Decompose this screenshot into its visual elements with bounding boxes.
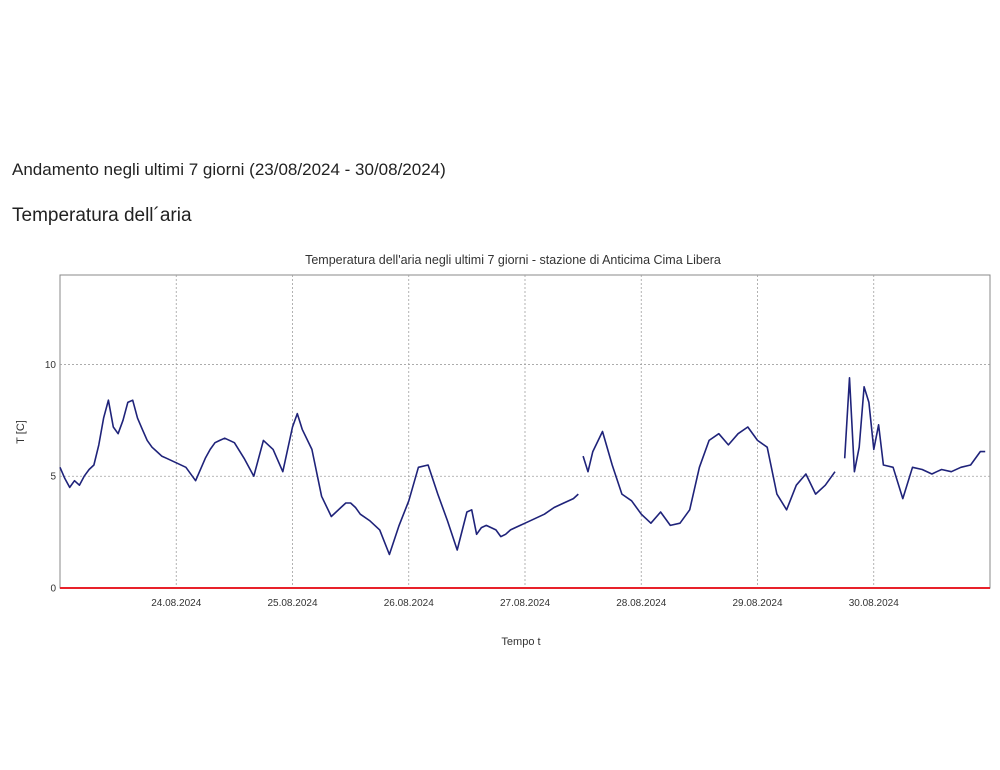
temperature-series	[59, 377, 986, 556]
x-tick-label: 30.08.2024	[849, 598, 899, 609]
x-tick-label: 24.08.2024	[151, 598, 201, 609]
y-tick-label: 10	[45, 360, 57, 371]
x-tick-label: 28.08.2024	[616, 598, 666, 609]
temperature-chart: Temperatura dell'aria negli ultimi 7 gio…	[15, 253, 991, 648]
chart-title: Temperatura dell'aria negli ultimi 7 gio…	[305, 253, 721, 267]
x-tick-label: 25.08.2024	[267, 598, 317, 609]
y-tick-label: 0	[50, 584, 56, 595]
x-tick-labels: 24.08.2024 25.08.2024 26.08.2024 27.08.2024…	[151, 598, 899, 609]
x-tick-label: 27.08.2024	[500, 598, 550, 609]
series-line-segment-1	[59, 399, 579, 556]
series-line-segment-2	[582, 426, 836, 527]
series-line-segment-3	[843, 377, 986, 500]
x-tick-label: 26.08.2024	[384, 598, 434, 609]
period-heading: Andamento negli ultimi 7 giorni (23/08/2…	[12, 160, 446, 179]
x-axis-label: Tempo t	[501, 636, 540, 648]
y-tick-labels: 0 5 10	[45, 360, 57, 595]
x-tick-label: 29.08.2024	[732, 598, 782, 609]
section-heading: Temperatura dell´aria	[12, 205, 192, 226]
y-axis-label: T [C]	[15, 420, 27, 444]
grid-lines	[60, 275, 990, 588]
y-tick-label: 5	[50, 472, 56, 483]
